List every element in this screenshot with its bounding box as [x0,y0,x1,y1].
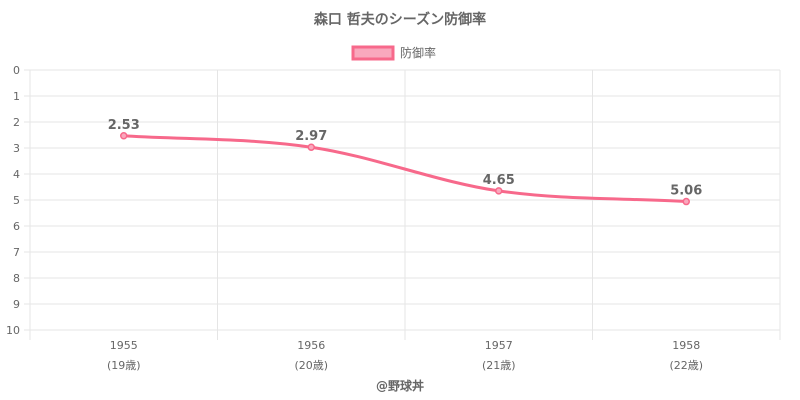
y-tick-label: 5 [13,194,20,207]
data-point [682,197,690,206]
x-tick-label: 1955 [110,339,138,352]
x-tick-label: 1957 [485,339,513,352]
y-tick-label: 8 [13,272,20,285]
x-axis: 1955 (19歳) 1956 (20歳) 1957 (21歳) 1958 (22歳) [107,339,703,372]
x-tick-sublabel: (20歳) [294,359,328,372]
x-tick-label: 1958 [672,339,700,352]
credit-text: @野球丼 [376,378,424,393]
x-tick-sublabel: (21歳) [482,359,516,372]
y-tick-label: 7 [13,246,20,259]
x-tick-sublabel: (19歳) [107,359,141,372]
y-tick-label: 9 [13,298,20,311]
y-tick-label: 4 [13,168,20,181]
data-point [120,132,128,140]
legend-label: 防御率 [400,45,436,60]
x-tick-sublabel: (22歳) [669,359,703,372]
y-tick-label: 0 [13,64,20,77]
legend-swatch [351,45,395,61]
grid [24,69,781,340]
y-tick-label: 3 [13,142,20,155]
data-labels: 2.53 2.97 4.65 5.06 [108,118,703,199]
data-points [120,132,690,206]
chart-title: 森口 哲夫のシーズン防御率 [314,11,486,28]
y-tick-label: 1 [13,90,20,103]
x-tick-label: 1956 [297,339,325,352]
series-line-era [123,134,687,204]
data-label: 5.06 [670,184,702,199]
data-label: 2.97 [295,129,327,144]
data-label: 2.53 [108,118,140,133]
y-tick-label: 6 [13,220,20,233]
y-axis: 0 1 2 3 4 5 6 7 8 9 10 [6,64,20,337]
data-point [307,143,315,151]
y-tick-label: 2 [13,116,20,129]
data-point [495,187,503,195]
data-label: 4.65 [483,173,515,188]
y-tick-label: 10 [6,324,20,337]
legend[interactable]: 防御率 [351,45,436,61]
